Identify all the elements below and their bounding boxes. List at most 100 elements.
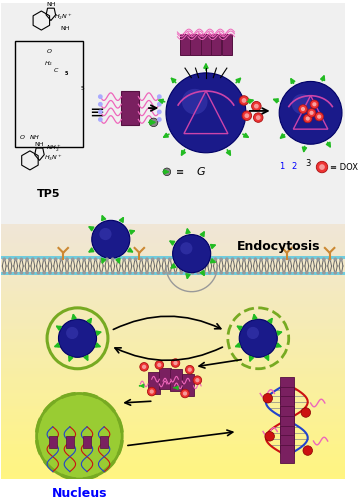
Circle shape bbox=[157, 110, 162, 114]
Circle shape bbox=[98, 94, 103, 99]
Bar bbox=[1, 432, 345, 434]
Circle shape bbox=[105, 258, 109, 261]
Circle shape bbox=[265, 271, 269, 274]
Bar bbox=[1, 472, 345, 476]
Bar bbox=[1, 275, 345, 278]
Text: $H_2$: $H_2$ bbox=[44, 60, 53, 68]
Circle shape bbox=[242, 271, 246, 274]
Bar bbox=[1, 386, 345, 390]
Text: $H_3N^+$: $H_3N^+$ bbox=[44, 154, 63, 164]
Circle shape bbox=[319, 164, 325, 170]
Text: $_5$: $_5$ bbox=[80, 84, 85, 92]
Circle shape bbox=[185, 258, 189, 261]
Bar bbox=[1, 278, 345, 281]
Circle shape bbox=[256, 115, 261, 120]
Circle shape bbox=[231, 271, 235, 274]
Text: 1: 1 bbox=[279, 162, 285, 171]
Circle shape bbox=[247, 327, 259, 339]
Bar bbox=[1, 396, 345, 400]
Bar bbox=[1, 361, 345, 364]
Circle shape bbox=[188, 368, 192, 372]
Circle shape bbox=[139, 271, 143, 274]
Circle shape bbox=[151, 271, 155, 274]
Circle shape bbox=[310, 258, 314, 261]
Bar bbox=[1, 266, 345, 269]
Bar bbox=[1, 224, 345, 228]
Circle shape bbox=[157, 117, 162, 122]
Text: 2: 2 bbox=[292, 162, 297, 171]
Circle shape bbox=[306, 116, 310, 120]
Circle shape bbox=[276, 271, 280, 274]
Bar bbox=[1, 364, 345, 368]
Text: ≡: ≡ bbox=[89, 104, 104, 122]
Circle shape bbox=[309, 110, 314, 115]
Bar bbox=[1, 463, 345, 466]
Circle shape bbox=[316, 271, 320, 274]
Circle shape bbox=[196, 258, 200, 261]
Bar bbox=[1, 393, 345, 396]
Circle shape bbox=[92, 220, 130, 258]
Text: $H_2N^+$: $H_2N^+$ bbox=[54, 12, 73, 22]
Bar bbox=[1, 441, 345, 444]
Bar bbox=[1, 310, 345, 314]
Bar bbox=[1, 380, 345, 384]
Bar bbox=[1, 352, 345, 355]
FancyBboxPatch shape bbox=[182, 374, 194, 396]
Circle shape bbox=[166, 73, 246, 153]
Text: Nucleus: Nucleus bbox=[52, 486, 107, 500]
Bar bbox=[1, 412, 345, 416]
Bar bbox=[1, 250, 345, 253]
Bar bbox=[1, 284, 345, 288]
Circle shape bbox=[316, 258, 320, 261]
Circle shape bbox=[202, 258, 206, 261]
Circle shape bbox=[292, 94, 312, 114]
Bar bbox=[1, 326, 345, 330]
Bar bbox=[1, 438, 345, 441]
Circle shape bbox=[236, 271, 240, 274]
Circle shape bbox=[156, 258, 160, 261]
Circle shape bbox=[111, 258, 114, 261]
Bar bbox=[1, 384, 345, 386]
Circle shape bbox=[191, 271, 195, 274]
Bar bbox=[1, 298, 345, 300]
Circle shape bbox=[98, 117, 103, 122]
Bar bbox=[1, 256, 345, 260]
Circle shape bbox=[93, 271, 97, 274]
Text: NH: NH bbox=[35, 142, 44, 147]
Circle shape bbox=[157, 94, 162, 99]
Bar bbox=[1, 460, 345, 463]
Circle shape bbox=[185, 271, 189, 274]
Circle shape bbox=[236, 258, 240, 261]
Circle shape bbox=[82, 271, 86, 274]
Bar bbox=[1, 262, 345, 266]
Bar bbox=[1, 272, 345, 275]
Bar bbox=[1, 457, 345, 460]
FancyBboxPatch shape bbox=[280, 406, 294, 424]
Circle shape bbox=[48, 258, 52, 261]
Circle shape bbox=[162, 258, 166, 261]
Circle shape bbox=[180, 242, 192, 254]
Circle shape bbox=[322, 271, 326, 274]
Circle shape bbox=[252, 102, 261, 111]
Text: NH: NH bbox=[60, 26, 70, 30]
Bar bbox=[1, 406, 345, 409]
Circle shape bbox=[248, 258, 252, 261]
Circle shape bbox=[248, 271, 252, 274]
Bar bbox=[1, 454, 345, 457]
Circle shape bbox=[65, 271, 69, 274]
Circle shape bbox=[36, 271, 40, 274]
Bar bbox=[1, 418, 345, 422]
Circle shape bbox=[276, 258, 280, 261]
Circle shape bbox=[253, 258, 257, 261]
Circle shape bbox=[316, 162, 328, 173]
Circle shape bbox=[322, 258, 326, 261]
Circle shape bbox=[134, 258, 138, 261]
Bar bbox=[1, 323, 345, 326]
Circle shape bbox=[303, 446, 313, 456]
Bar bbox=[1, 240, 345, 244]
Text: TP5: TP5 bbox=[37, 188, 61, 198]
Bar bbox=[1, 230, 345, 234]
Text: NH: NH bbox=[46, 2, 56, 7]
Circle shape bbox=[54, 271, 57, 274]
Circle shape bbox=[307, 108, 316, 117]
